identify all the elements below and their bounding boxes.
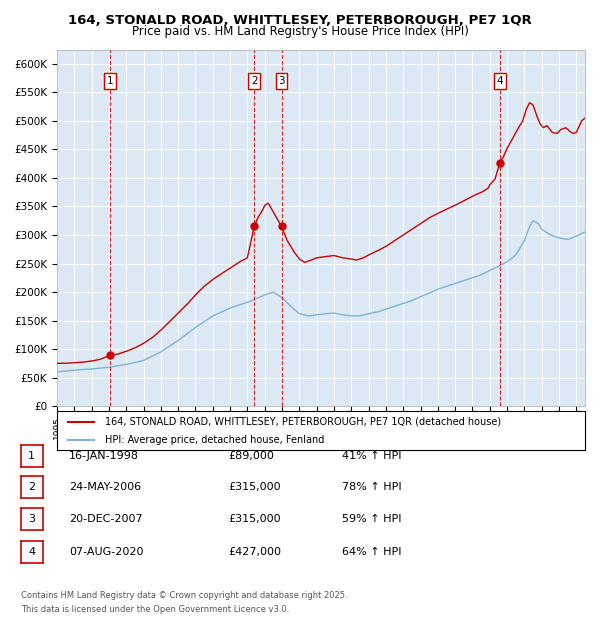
Text: £89,000: £89,000 xyxy=(228,451,274,461)
Text: 4: 4 xyxy=(497,76,503,86)
Text: 1: 1 xyxy=(28,451,35,461)
Text: This data is licensed under the Open Government Licence v3.0.: This data is licensed under the Open Gov… xyxy=(21,604,289,614)
Text: 164, STONALD ROAD, WHITTLESEY, PETERBOROUGH, PE7 1QR: 164, STONALD ROAD, WHITTLESEY, PETERBORO… xyxy=(68,14,532,27)
Text: 1: 1 xyxy=(106,76,113,86)
Text: 78% ↑ HPI: 78% ↑ HPI xyxy=(342,482,401,492)
Text: 59% ↑ HPI: 59% ↑ HPI xyxy=(342,514,401,524)
Text: £315,000: £315,000 xyxy=(228,482,281,492)
Text: 64% ↑ HPI: 64% ↑ HPI xyxy=(342,547,401,557)
Text: 164, STONALD ROAD, WHITTLESEY, PETERBOROUGH, PE7 1QR (detached house): 164, STONALD ROAD, WHITTLESEY, PETERBORO… xyxy=(104,417,500,427)
Text: £427,000: £427,000 xyxy=(228,547,281,557)
Text: 24-MAY-2006: 24-MAY-2006 xyxy=(69,482,141,492)
Text: 07-AUG-2020: 07-AUG-2020 xyxy=(69,547,143,557)
Text: HPI: Average price, detached house, Fenland: HPI: Average price, detached house, Fenl… xyxy=(104,435,324,445)
Text: 2: 2 xyxy=(251,76,257,86)
Text: 4: 4 xyxy=(28,547,35,557)
Text: 20-DEC-2007: 20-DEC-2007 xyxy=(69,514,143,524)
Text: Price paid vs. HM Land Registry's House Price Index (HPI): Price paid vs. HM Land Registry's House … xyxy=(131,25,469,38)
Text: 16-JAN-1998: 16-JAN-1998 xyxy=(69,451,139,461)
Text: 3: 3 xyxy=(278,76,285,86)
Text: 2: 2 xyxy=(28,482,35,492)
Text: Contains HM Land Registry data © Crown copyright and database right 2025.: Contains HM Land Registry data © Crown c… xyxy=(21,591,347,600)
Text: 41% ↑ HPI: 41% ↑ HPI xyxy=(342,451,401,461)
Text: 3: 3 xyxy=(28,514,35,524)
Text: £315,000: £315,000 xyxy=(228,514,281,524)
